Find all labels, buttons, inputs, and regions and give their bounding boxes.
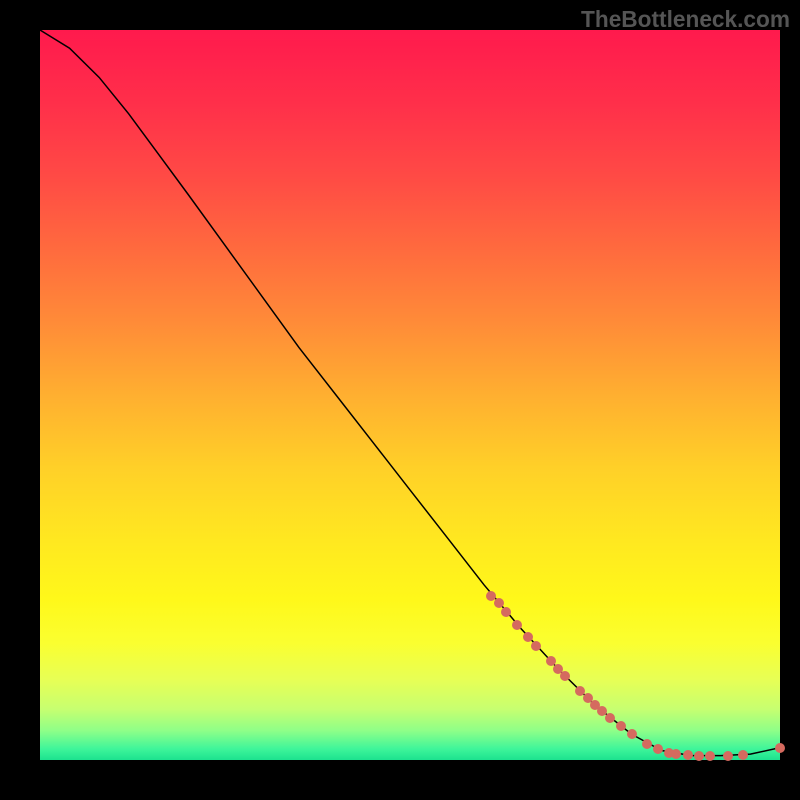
chart-container: TheBottleneck.com — [0, 0, 800, 800]
data-marker — [642, 739, 652, 749]
data-marker — [494, 598, 504, 608]
data-marker — [627, 729, 637, 739]
data-marker — [723, 751, 733, 761]
data-marker — [523, 632, 533, 642]
data-marker — [683, 750, 693, 760]
data-marker — [775, 743, 785, 753]
data-marker — [560, 671, 570, 681]
watermark: TheBottleneck.com — [581, 6, 790, 33]
data-marker — [501, 607, 511, 617]
data-marker — [531, 641, 541, 651]
plot-area — [40, 30, 780, 760]
data-marker — [705, 751, 715, 761]
data-marker — [738, 750, 748, 760]
data-marker — [616, 721, 626, 731]
data-marker — [653, 744, 663, 754]
data-marker — [694, 751, 704, 761]
data-marker — [605, 713, 615, 723]
data-marker — [512, 620, 522, 630]
data-marker — [671, 749, 681, 759]
markers-layer — [40, 30, 780, 760]
